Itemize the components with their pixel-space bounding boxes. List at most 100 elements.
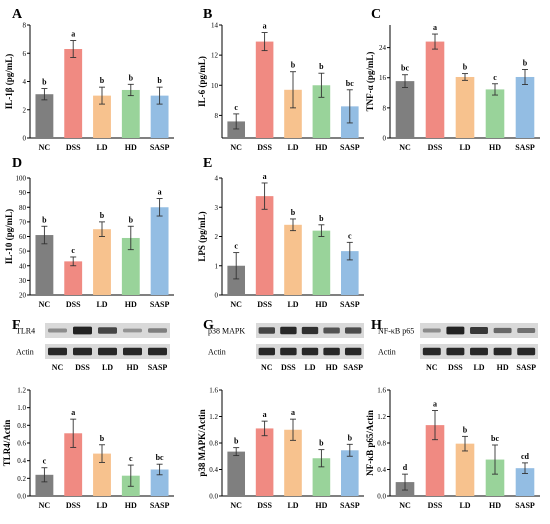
x-tick-label: HD [489, 143, 501, 152]
x-tick-label: HD [125, 300, 137, 309]
blot-band [98, 347, 117, 356]
x-tick-label: NC [230, 501, 242, 510]
blot-lane-label: SASP [148, 363, 168, 372]
y-tick-label: 0.4 [377, 466, 386, 474]
significance-letter: bc [491, 434, 499, 443]
panel-letter: D [12, 156, 22, 171]
blot-band [301, 347, 319, 356]
significance-letter: b [129, 73, 134, 82]
blot-lane-label: NC [52, 363, 64, 372]
panel-letter: H [371, 318, 382, 333]
blot-lane-label: LD [304, 363, 315, 372]
bar-hd [312, 85, 331, 138]
bar-ld [284, 429, 302, 496]
panel-letter: G [203, 318, 214, 333]
bar-hd [312, 230, 331, 295]
bar-dss [64, 433, 83, 496]
blot-band [470, 347, 488, 356]
x-tick-label: LD [96, 300, 107, 309]
blot-band [73, 326, 92, 335]
blot-band [344, 327, 362, 334]
y-tick-label: 100 [16, 175, 27, 183]
y-tick-label: 4 [23, 78, 27, 86]
blot-band [344, 347, 362, 356]
y-tick-label: 1 [215, 262, 219, 270]
significance-letter: a [263, 22, 267, 31]
panel-letter: F [12, 318, 21, 333]
y-tick-label: 0 [383, 135, 387, 143]
y-axis-label: NF-κB p65/Actin [365, 410, 375, 476]
blot-lane-label: DSS [281, 363, 296, 372]
blot-band [493, 347, 512, 356]
x-tick-label: DSS [428, 143, 443, 152]
significance-letter: b [319, 439, 324, 448]
chart-panel-h: H 0.0 0.4 0.8 1.2 1.6 NF-κB p65/Actin d NC a DSS b L… [365, 318, 540, 510]
x-tick-label: SASP [515, 143, 535, 152]
bar-sasp [340, 251, 359, 295]
bar-sasp [515, 468, 535, 496]
y-tick-label: 2 [23, 106, 27, 114]
blot-band [517, 347, 536, 356]
significance-letter: a [71, 30, 75, 39]
y-tick-label: 8 [23, 22, 27, 30]
blot-lane-label: SASP [516, 363, 536, 372]
western-blot-g: p38 MAPK Actin NC DSS LD HD SASP [208, 323, 364, 372]
y-axis-label: IL-1β (pg/mL) [4, 54, 14, 110]
y-tick-label: 0.4 [17, 457, 26, 465]
y-tick-label: 12 [211, 52, 219, 60]
significance-letter: c [71, 246, 75, 255]
significance-letter: d [403, 463, 408, 472]
x-tick-label: NC [230, 300, 242, 309]
y-tick-label: 0 [23, 135, 27, 143]
bar-dss [255, 428, 274, 496]
y-tick-label: 10 [211, 82, 219, 90]
blot-band [446, 326, 465, 335]
significance-letter: b [319, 214, 324, 223]
significance-letter: b [234, 437, 239, 446]
significance-letter: b [523, 58, 528, 67]
x-tick-label: LD [287, 143, 298, 152]
significance-letter: a [433, 400, 437, 409]
y-tick-label: 0.4 [209, 466, 218, 474]
significance-letter: b [100, 211, 105, 220]
x-tick-label: SASP [150, 143, 170, 152]
x-tick-label: LD [459, 501, 470, 510]
significance-letter: c [493, 73, 497, 82]
bar-hd [312, 458, 331, 496]
bar-sasp [150, 95, 169, 138]
x-tick-label: DSS [257, 143, 272, 152]
chart-panel-a: A 0 2 4 6 8 IL-1β (pg/mL) b NC a DSS b LD b HD b SASP [4, 7, 174, 152]
significance-letter: c [348, 231, 352, 240]
y-tick-label: 1.6 [377, 387, 386, 395]
significance-letter: b [100, 434, 105, 443]
y-tick-label: 8 [215, 112, 219, 120]
bar-ld [93, 95, 111, 138]
chart-panel-c: C 0 8 16 24 TNF-α (pg/mL) bc NC a DSS b LD c HD b SASP [365, 7, 540, 152]
x-tick-label: HD [315, 300, 327, 309]
y-tick-label: 30 [19, 277, 27, 285]
blot-lane-label: NC [426, 363, 438, 372]
blot-band [73, 347, 92, 356]
y-tick-label: 80 [19, 204, 27, 212]
x-tick-label: LD [287, 501, 298, 510]
blot-row-label: p38 MAPK [208, 327, 245, 336]
y-tick-label: 50 [19, 248, 27, 256]
blot-row-label: TLR4 [16, 327, 35, 336]
panel-letter: C [371, 7, 381, 22]
y-tick-label: 24 [379, 44, 387, 52]
blot-band [446, 347, 465, 356]
x-tick-label: SASP [515, 501, 535, 510]
western-blot-f: TLR4 Actin NC DSS LD HD SASP [16, 323, 170, 372]
blot-lane-label: HD [127, 363, 139, 372]
y-tick-label: 6 [23, 50, 27, 58]
blot-row-label: Actin [208, 348, 226, 357]
chart-panel-d: D 20 30 40 50 60 70 80 90 100 IL-10 (pg/mL) b NC c DSS… [4, 156, 174, 309]
y-tick-label: 0.6 [17, 440, 26, 448]
significance-letter: a [291, 408, 295, 417]
blot-band [258, 347, 276, 356]
y-axis-label: IL-10 (pg/mL) [4, 209, 14, 264]
x-tick-label: DSS [66, 143, 81, 152]
blot-lane-label: LD [473, 363, 484, 372]
bar-nc [227, 451, 246, 496]
